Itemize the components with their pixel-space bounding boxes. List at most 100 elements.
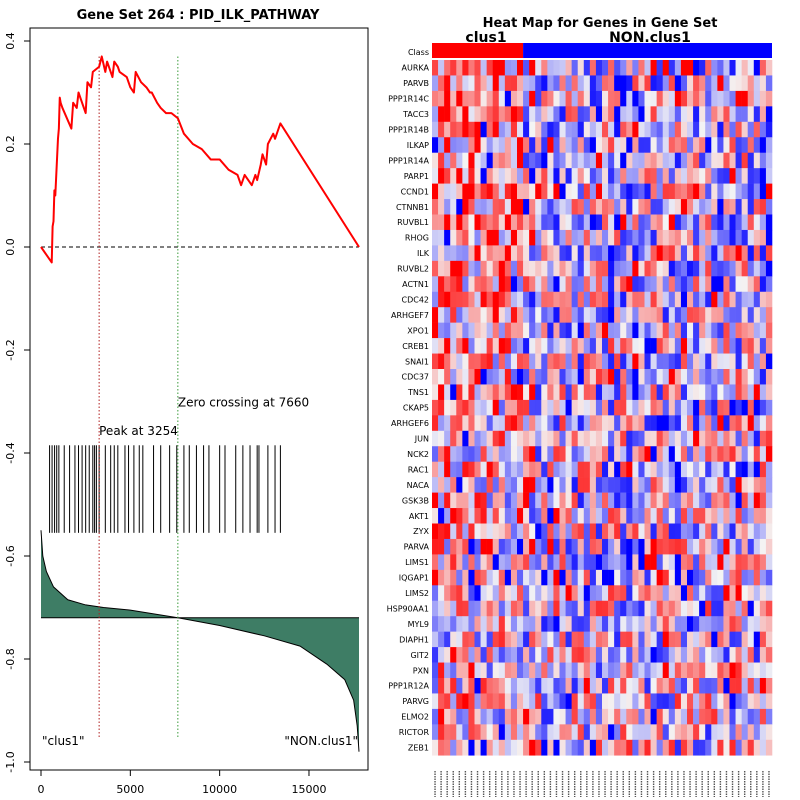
heatmap-cell bbox=[674, 60, 682, 76]
gene-label: CDC37 bbox=[401, 373, 429, 382]
heatmap-cell bbox=[589, 137, 597, 153]
heatmap-cell bbox=[693, 678, 700, 694]
heatmap-cell bbox=[644, 369, 651, 385]
heatmap-cell bbox=[577, 616, 585, 632]
heatmap-cell bbox=[595, 616, 603, 632]
heatmap-cell bbox=[650, 678, 657, 694]
heatmap-cell bbox=[559, 214, 566, 231]
heatmap-cell bbox=[759, 60, 767, 76]
heatmap-cell bbox=[553, 678, 560, 694]
heatmap-cell bbox=[474, 415, 481, 432]
heatmap-cell bbox=[571, 616, 579, 632]
heatmap-cell bbox=[650, 415, 657, 432]
heatmap-cell bbox=[705, 245, 712, 262]
heatmap-cell bbox=[632, 739, 639, 756]
heatmap-cell bbox=[741, 75, 749, 92]
heatmap-cell bbox=[468, 693, 475, 710]
heatmap-cell bbox=[668, 183, 676, 200]
heatmap-cell bbox=[608, 739, 615, 756]
heatmap-cell bbox=[723, 353, 730, 370]
heatmap-cell bbox=[680, 647, 688, 663]
class-label-non-clus1: NON.clus1 bbox=[609, 30, 691, 46]
heatmap-cell bbox=[614, 121, 621, 138]
heatmap-cell bbox=[711, 492, 718, 509]
heatmap-cell bbox=[462, 152, 469, 169]
heatmap-cell bbox=[650, 60, 657, 76]
heatmap-cell bbox=[462, 353, 469, 370]
heatmap-cell bbox=[577, 662, 585, 679]
heatmap-cell bbox=[565, 569, 572, 586]
heatmap-cell bbox=[614, 461, 621, 478]
heatmap-cell bbox=[656, 693, 664, 710]
heatmap-cell bbox=[602, 307, 609, 323]
heatmap-cell bbox=[541, 291, 548, 308]
heatmap-cell bbox=[583, 554, 591, 571]
heatmap-cell bbox=[650, 353, 657, 370]
heatmap-cell bbox=[638, 477, 645, 493]
heatmap-cell bbox=[583, 214, 591, 231]
heatmap-cell bbox=[626, 508, 633, 524]
heatmap-cell bbox=[504, 199, 512, 215]
heatmap-cell bbox=[547, 678, 554, 694]
heatmap-cell bbox=[741, 631, 749, 648]
heatmap-cell bbox=[644, 322, 651, 339]
heatmap-cell bbox=[638, 60, 645, 76]
heatmap-cell bbox=[432, 477, 439, 493]
heatmap-cell bbox=[687, 508, 694, 524]
heatmap-cell bbox=[541, 678, 548, 694]
heatmap-cell bbox=[693, 229, 700, 246]
heatmap-cell bbox=[535, 168, 542, 184]
heatmap-cell bbox=[571, 647, 579, 663]
heatmap-cell bbox=[602, 585, 609, 602]
heatmap-cell bbox=[693, 60, 700, 76]
heatmap-cell bbox=[668, 338, 676, 354]
heatmap-cell bbox=[699, 121, 706, 138]
heatmap-cell bbox=[456, 508, 463, 524]
heatmap-cell bbox=[741, 430, 749, 447]
heatmap-cell bbox=[656, 585, 664, 602]
heatmap-cell bbox=[474, 199, 481, 215]
heatmap-cell bbox=[583, 538, 591, 555]
heatmap-cell bbox=[674, 585, 682, 602]
y-tick-label: -0.2 bbox=[4, 339, 17, 360]
heatmap-cell bbox=[602, 199, 609, 215]
heatmap-cell bbox=[432, 585, 439, 602]
heatmap-cell bbox=[450, 415, 457, 432]
heatmap-cell bbox=[559, 662, 566, 679]
heatmap-cell bbox=[735, 338, 742, 354]
heatmap-cell bbox=[717, 631, 724, 648]
heatmap-cell bbox=[614, 430, 621, 447]
heatmap-cell bbox=[674, 291, 682, 308]
gene-label: CCND1 bbox=[401, 187, 429, 196]
heatmap-cell bbox=[535, 245, 542, 262]
heatmap-cell bbox=[620, 245, 627, 262]
heatmap-cell bbox=[735, 322, 742, 339]
heatmap-cell bbox=[699, 616, 706, 632]
heatmap-cell bbox=[510, 260, 518, 277]
heatmap-cell bbox=[589, 322, 597, 339]
heatmap-cell bbox=[687, 75, 694, 92]
gene-label: RUVBL2 bbox=[397, 265, 429, 274]
heatmap-cell bbox=[705, 523, 712, 540]
heatmap-cell bbox=[759, 477, 767, 493]
heatmap-cell bbox=[608, 338, 615, 354]
heatmap-cell bbox=[486, 199, 494, 215]
heatmap-cell bbox=[595, 585, 603, 602]
heatmap-cell bbox=[504, 585, 512, 602]
heatmap-cell bbox=[674, 461, 682, 478]
heatmap-cell bbox=[674, 183, 682, 200]
heatmap-cell bbox=[450, 245, 457, 262]
heatmap-cell bbox=[438, 678, 445, 694]
heatmap-cell bbox=[571, 708, 579, 725]
heatmap-cell bbox=[614, 631, 621, 648]
heatmap-cell bbox=[729, 461, 736, 478]
heatmap-cell bbox=[486, 399, 494, 416]
heatmap-cell bbox=[753, 322, 761, 339]
heatmap-cell bbox=[614, 276, 621, 293]
heatmap-cell bbox=[711, 276, 718, 293]
heatmap-cell bbox=[571, 569, 579, 586]
heatmap-cell bbox=[595, 60, 603, 76]
heatmap-cell bbox=[747, 492, 755, 509]
heatmap-cell bbox=[705, 446, 712, 462]
heatmap-cell bbox=[577, 477, 585, 493]
